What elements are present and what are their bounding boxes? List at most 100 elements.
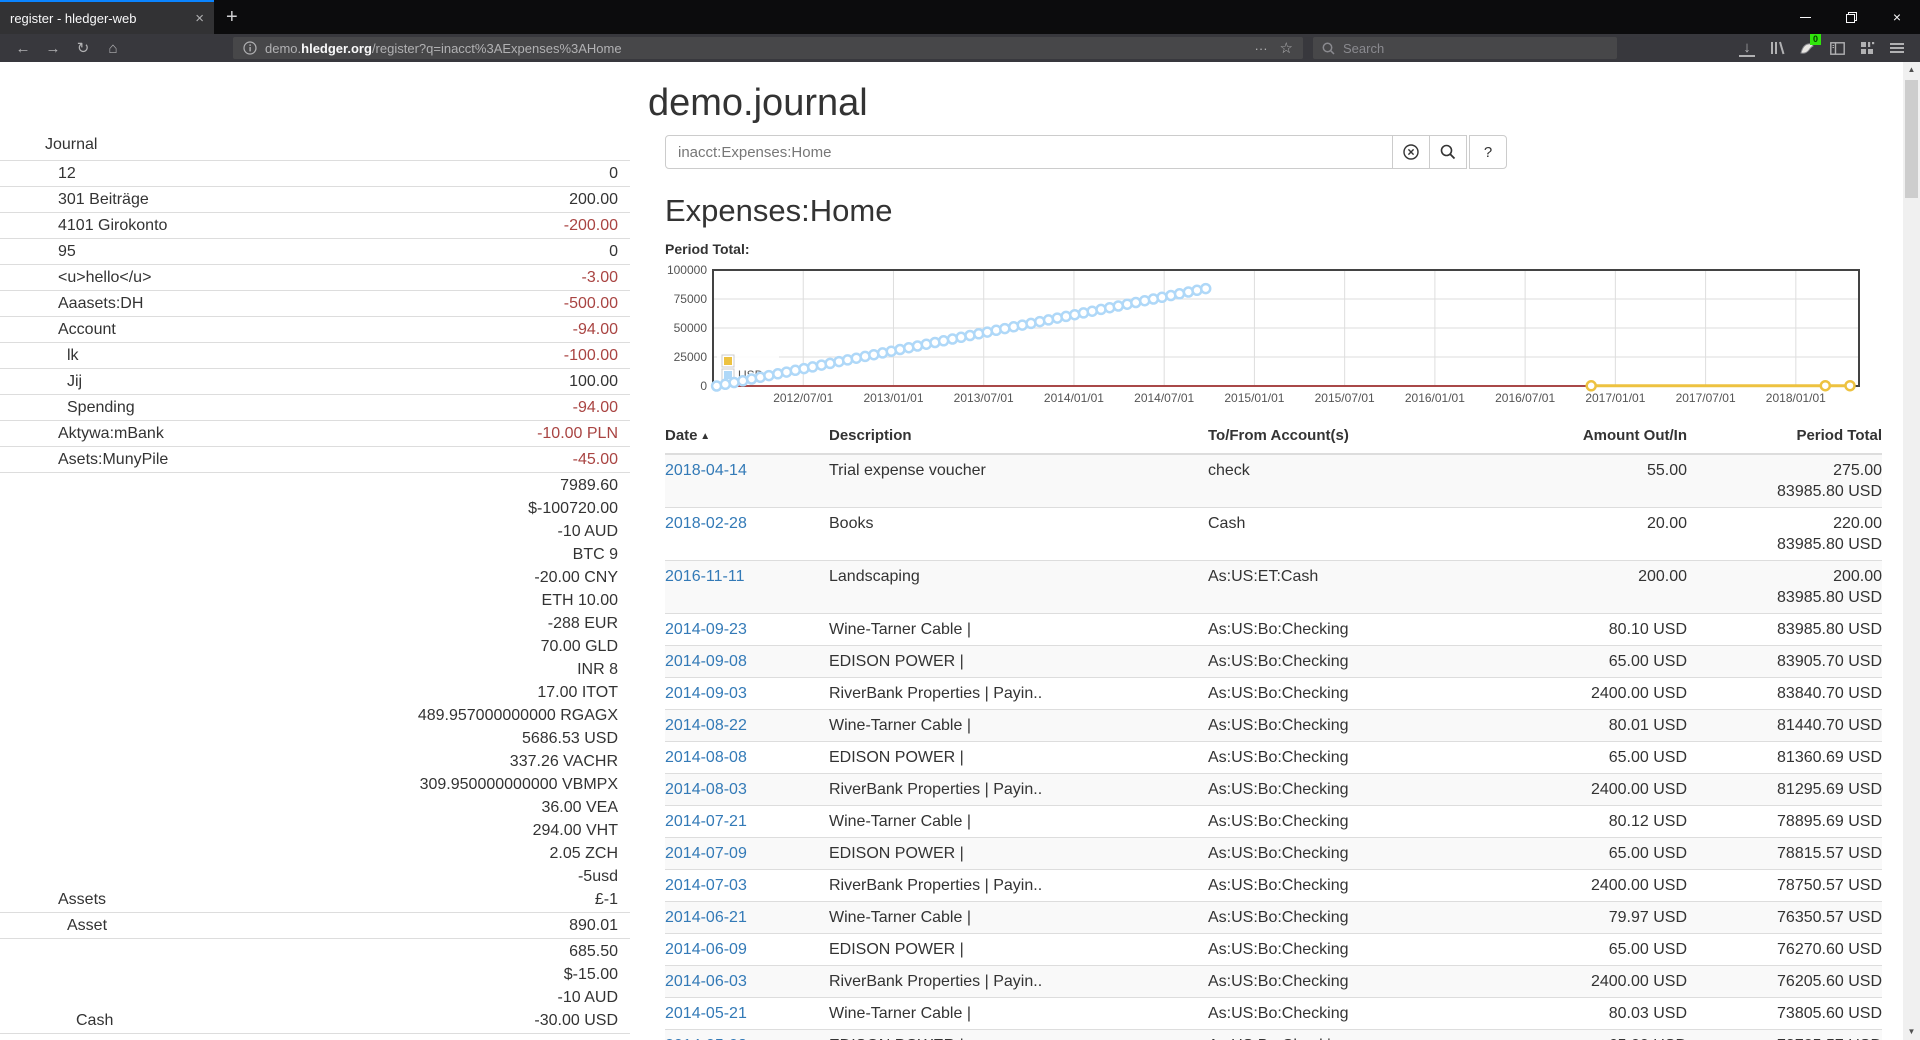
sidebar-account-link[interactable]: 301 Beiträge [58,191,149,208]
sidebar-account-link[interactable]: 4101 Girokonto [58,217,168,234]
query-input[interactable] [665,135,1393,169]
transaction-date-link[interactable]: 2016-11-11 [665,568,745,585]
sidebar-account-link[interactable]: 95 [58,243,76,260]
search-icon [1322,42,1335,55]
transaction-date-link[interactable]: 2014-08-08 [665,749,747,766]
transaction-description: RiverBank Properties | Payin.. [829,773,1208,806]
transaction-date-link[interactable]: 2014-06-21 [665,909,747,926]
sidebar-account-link[interactable]: Jij [67,373,83,390]
url-bar[interactable]: demo.hledger.org/register?q=inacct%3AExp… [233,37,1303,59]
window-restore-button[interactable] [1828,0,1874,34]
account-balance: -200.00 [564,214,630,237]
sidebar-account-link[interactable]: Assets [58,891,107,908]
magnifier-icon [1440,144,1456,160]
register-row[interactable]: 2014-08-22 Wine-Tarner Cable | As:US:Bo:Ch… [665,709,1882,742]
reload-icon[interactable]: ↻ [76,40,90,57]
transaction-date-link[interactable]: 2014-07-21 [665,813,747,830]
tab-close-icon[interactable]: × [195,9,204,27]
register-row[interactable]: 2014-08-03 RiverBank Properties | Payin..… [665,773,1882,806]
home-icon[interactable]: ⌂ [108,39,118,57]
run-search-button[interactable] [1429,135,1467,169]
browser-search-field[interactable]: Search [1313,37,1617,59]
register-row[interactable]: 2014-06-03 RiverBank Properties | Payin..… [665,965,1882,998]
sidebar-account-row: Aaasets:DH -500.00 [0,290,630,316]
register-row[interactable]: 2014-08-08 EDISON POWER | As:US:Bo:Checkin… [665,741,1882,774]
back-icon[interactable]: ← [15,39,31,57]
register-row[interactable]: 2014-06-21 Wine-Tarner Cable | As:US:Bo:Ch… [665,901,1882,934]
site-info-icon[interactable] [243,41,257,55]
register-row[interactable]: 2014-09-08 EDISON POWER | As:US:Bo:Checkin… [665,645,1882,678]
search-placeholder: Search [1343,40,1385,56]
clear-circle-x-icon [1403,144,1419,160]
register-row[interactable]: 2014-06-09 EDISON POWER | As:US:Bo:Checkin… [665,933,1882,966]
sidebar-account-link[interactable]: <u>hello</u> [58,269,152,286]
account-balance: -94.00 [573,318,630,341]
balance-amount: -3.00 [581,269,618,286]
library-icon[interactable] [1762,39,1792,57]
transaction-date-link[interactable]: 2014-06-09 [665,941,747,958]
transaction-accounts: As:US:Bo:Checking [1208,613,1501,646]
register-row[interactable]: 2014-09-23 Wine-Tarner Cable | As:US:Bo:Ch… [665,613,1882,646]
svg-text:2012/07/01: 2012/07/01 [773,391,833,405]
sidebar-account-link[interactable]: Asset [67,917,108,934]
sidebar-account-link[interactable]: Asets:MunyPile [58,451,169,468]
window-close-button[interactable]: × [1892,9,1902,25]
transaction-date-link[interactable]: 2014-07-09 [665,845,747,862]
sidebar-account-row: lk -100.00 [0,342,630,368]
svg-text:2018/01/01: 2018/01/01 [1766,391,1826,405]
forward-icon[interactable]: → [45,39,61,57]
window-minimize-button[interactable] [1782,0,1828,34]
menu-icon[interactable] [1882,39,1912,57]
register-row[interactable]: 2016-11-11 Landscaping As:US:ET:Cash 200.00… [665,560,1882,614]
help-button[interactable]: ? [1469,135,1507,169]
period-total: 200.00 83985.80 USD [1687,560,1882,614]
register-row[interactable]: 2014-07-03 RiverBank Properties | Payin..… [665,869,1882,902]
sidebar-account-link[interactable]: lk [67,347,79,364]
svg-text:2013/01/01: 2013/01/01 [863,391,923,405]
sidebar-journal-link[interactable]: Journal [45,136,98,153]
balance-amount: 36.00 VEA [541,799,619,816]
transaction-date-link[interactable]: 2014-05-08 [665,1037,747,1040]
sidebar-toggle-icon[interactable] [1822,39,1852,57]
sidebar-account-row: Assets 7989.60 $-100720.00 -10 AUD BTC 9 -20.… [0,472,630,912]
register-row[interactable]: 2014-05-21 Wine-Tarner Cable | As:US:Bo:Ch… [665,997,1882,1030]
balance-amount: 890.01 [569,917,618,934]
extension-icon[interactable]: 0 [1792,34,1822,57]
scrollbar-thumb[interactable] [1905,80,1918,198]
scrollbar-down-icon[interactable]: ▼ [1907,1027,1916,1036]
register-row[interactable]: 2014-07-21 Wine-Tarner Cable | As:US:Bo:Ch… [665,805,1882,838]
page-actions-icon[interactable]: ··· [1254,40,1268,56]
amount-out-in: 55.00 [1646,462,1687,479]
register-row[interactable]: 2014-09-03 RiverBank Properties | Payin..… [665,677,1882,710]
toolbar-icons: ↓ 0 [1732,34,1912,57]
scrollbar-up-icon[interactable]: ▲ [1907,65,1916,74]
clear-query-button[interactable] [1392,135,1430,169]
page-scrollbar[interactable]: ▲ ▼ [1903,62,1920,1040]
sidebar-account-link[interactable]: Cash [76,1012,114,1029]
transaction-date-link[interactable]: 2018-02-28 [665,515,747,532]
sidebar-account-link[interactable]: Aaasets:DH [58,295,144,312]
sidebar-account-link[interactable]: Aktywa:mBank [58,425,164,442]
transaction-date-link[interactable]: 2014-09-23 [665,621,747,638]
browser-tab[interactable]: register - hledger-web × [0,0,214,34]
register-row[interactable]: 2014-05-08 EDISON POWER |As:US:Bo:Checkin… [665,1029,1882,1040]
transaction-date-link[interactable]: 2014-07-03 [665,877,747,894]
transaction-date-link[interactable]: 2014-06-03 [665,973,747,990]
transaction-date-link[interactable]: 2014-08-03 [665,781,747,798]
bookmark-star-icon[interactable]: ☆ [1279,40,1293,57]
transaction-date-link[interactable]: 2014-08-22 [665,717,747,734]
transaction-date-link[interactable]: 2014-05-21 [665,1005,747,1022]
column-header-date[interactable]: Date ▲ [665,421,829,455]
new-tab-button[interactable]: + [226,5,238,28]
sidebar-account-link[interactable]: 12 [58,165,76,182]
sidebar-account-link[interactable]: Spending [67,399,135,416]
register-row[interactable]: 2018-02-28 Books Cash 20.00 220.00 83985.80 U… [665,507,1882,561]
sidebar-account-link[interactable]: Account [58,321,116,338]
transaction-date-link[interactable]: 2018-04-14 [665,462,747,479]
transaction-date-link[interactable]: 2014-09-08 [665,653,747,670]
transaction-date-link[interactable]: 2014-09-03 [665,685,747,702]
register-row[interactable]: 2014-07-09 EDISON POWER | As:US:Bo:Checkin… [665,837,1882,870]
download-icon[interactable]: ↓ [1739,39,1755,57]
screenshots-icon[interactable] [1852,39,1882,57]
register-row[interactable]: 2018-04-14 Trial expense voucher check 55.0… [665,454,1882,508]
